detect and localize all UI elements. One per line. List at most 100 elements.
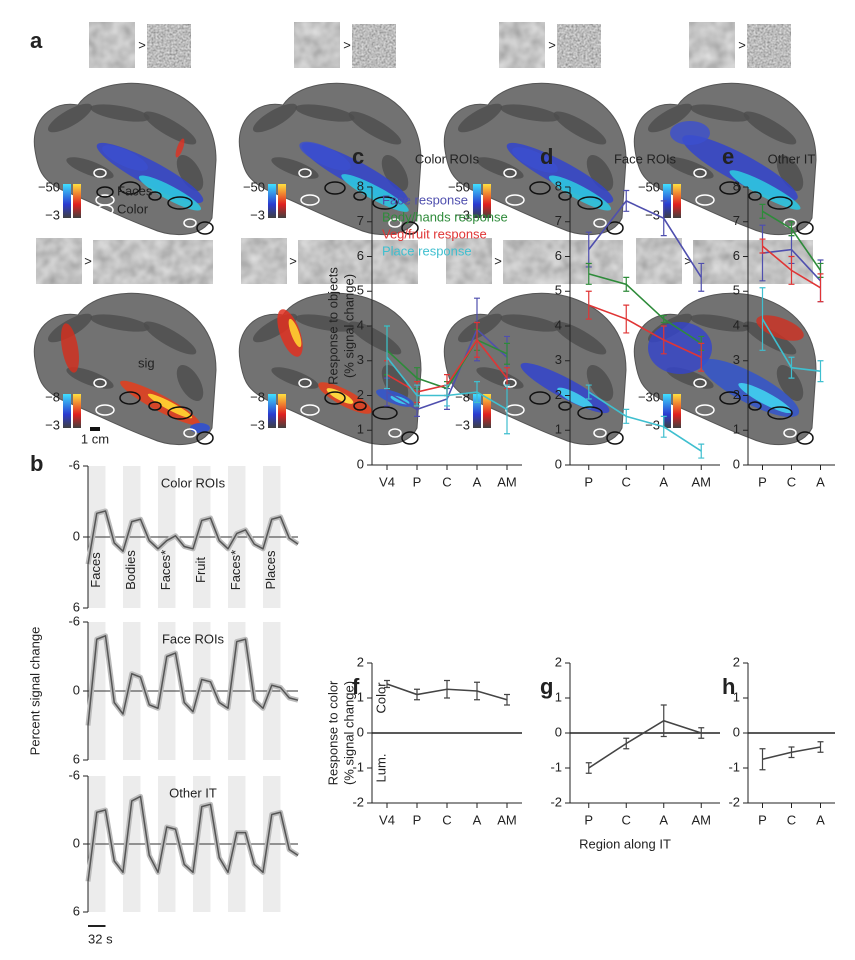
y-tick-label: 0: [73, 682, 80, 697]
colorbar: [473, 184, 481, 218]
y-tick-label: 2: [555, 654, 562, 669]
y-tick-label: 6: [733, 248, 740, 263]
legend-icon: [96, 186, 114, 198]
colorbar-label: −3: [45, 207, 60, 222]
roi-outline: [529, 181, 551, 195]
y-tick-label: 2: [357, 387, 364, 402]
y-tick-label: 3: [555, 352, 562, 367]
y-tick-label: 1: [733, 422, 740, 437]
legend-label: Body/hands response: [382, 209, 508, 224]
panel-label: a: [30, 28, 43, 53]
y-tick-label: 0: [357, 724, 364, 739]
y-tick-label: 5: [357, 283, 364, 298]
error-bar: [414, 384, 420, 407]
y-tick-label: 6: [73, 903, 80, 918]
sulcus: [553, 321, 607, 355]
stimulus: [697, 244, 733, 280]
y-tick-label: -1: [728, 759, 740, 774]
x-tick-label: AM: [497, 812, 517, 827]
x-tick-label: A: [816, 812, 825, 827]
y-tick-label: -2: [728, 794, 740, 809]
sulcus: [476, 367, 524, 389]
y-tick-label: 5: [733, 283, 740, 298]
sulcus: [666, 157, 714, 179]
y-tick-label: -6: [68, 613, 80, 628]
comparison-symbol: >: [548, 37, 556, 52]
y-tick-label: 1: [555, 689, 562, 704]
y-tick-label: -1: [550, 759, 562, 774]
y-tick-label: 0: [73, 835, 80, 850]
activation: [138, 175, 202, 211]
error-bar: [759, 203, 766, 219]
sulcus: [271, 157, 319, 179]
roi-outline: [606, 221, 624, 235]
error-bar: [623, 276, 630, 292]
x-tick-label: AM: [692, 474, 712, 489]
activation: [277, 309, 303, 357]
colorbar: [278, 184, 286, 218]
roi-outline: [196, 431, 214, 445]
sulcus: [143, 111, 197, 145]
y-tick-label: 6: [357, 248, 364, 263]
roi-outline: [298, 168, 312, 178]
roi-outline: [148, 191, 162, 201]
roi-outline: [183, 218, 197, 228]
colorbar: [663, 394, 671, 428]
time-course: [87, 795, 299, 882]
error-bar: [817, 741, 824, 753]
error-bar: [698, 443, 705, 459]
colorbar-label: −50: [638, 179, 660, 194]
panel-label: d: [540, 144, 553, 169]
brain-map: [443, 292, 627, 446]
scrambled-stimulus: [356, 28, 392, 64]
y-tick-label: 4: [555, 317, 562, 332]
error-bar: [623, 189, 630, 212]
y-tick-label: 1: [733, 689, 740, 704]
chart-title: Other IT: [768, 151, 816, 166]
colorbar-label: −50: [243, 179, 265, 194]
stimulus: [691, 24, 733, 66]
chart-title: Other IT: [169, 785, 217, 800]
x-tick-label: A: [659, 474, 668, 489]
sulcus: [690, 104, 750, 122]
colorbar: [63, 184, 71, 218]
time-course: [87, 510, 299, 565]
stimulus: [91, 24, 133, 66]
error-bar: [585, 290, 592, 320]
chart-title: Face ROIs: [162, 631, 225, 646]
x-tick-label: C: [622, 812, 631, 827]
sulcus: [457, 103, 503, 133]
error-bar: [698, 342, 705, 372]
roi-outline: [300, 404, 320, 416]
panel-label: h: [722, 674, 735, 699]
panel-label: e: [722, 144, 734, 169]
series-line: [588, 199, 702, 278]
activation: [670, 121, 710, 145]
activation: [738, 382, 792, 414]
y-tick-label: 2: [733, 387, 740, 402]
y-tick-label: 3: [357, 352, 364, 367]
colorbar: [63, 394, 71, 428]
y-tick-label: 4: [357, 317, 364, 332]
legend-label: Place response: [382, 243, 472, 258]
error-bar: [788, 221, 795, 237]
error-bar: [585, 762, 592, 774]
stimulus: [97, 244, 133, 280]
block-label: Faces: [88, 552, 103, 588]
stimulus: [296, 24, 338, 66]
scale-bar-label: 1 cm: [81, 431, 109, 446]
y-tick-label: -2: [352, 794, 364, 809]
stimulus: [340, 244, 376, 280]
roi-outline: [505, 194, 525, 206]
sulcus: [143, 321, 197, 355]
colorbar-label: −3: [250, 207, 265, 222]
colorbar: [673, 184, 681, 218]
comparison-symbol: >: [494, 253, 502, 268]
x-tick-label: AM: [692, 812, 712, 827]
colorbar-label: −8: [45, 389, 60, 404]
x-tick-label: P: [584, 474, 593, 489]
sulcus: [743, 321, 797, 355]
comparison-symbol: >: [738, 37, 746, 52]
y-tick-label: 5: [555, 283, 562, 298]
